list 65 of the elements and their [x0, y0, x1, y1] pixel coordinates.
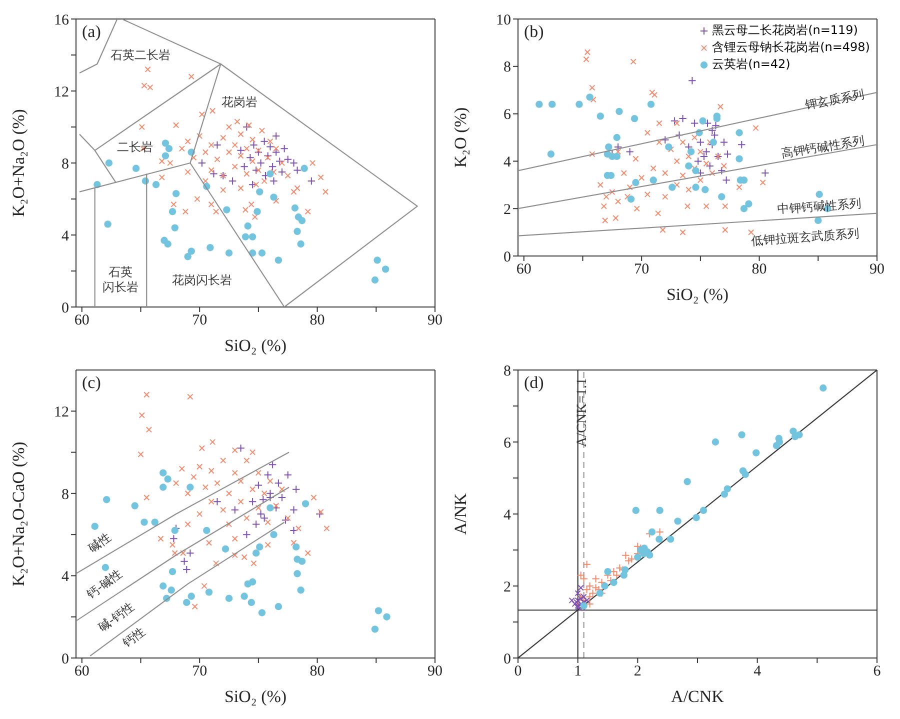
x-tick-label: 70	[634, 262, 650, 278]
x-tick-label: 2	[634, 664, 642, 680]
y-tick-label: 4	[62, 569, 70, 586]
y-tick-label: 16	[54, 12, 70, 28]
x-tick-label: 60	[74, 664, 90, 680]
annotation: 低钾拉斑玄武质系列	[750, 226, 860, 248]
annotation: 碱性	[86, 530, 114, 556]
x-tick-label: 6	[873, 664, 882, 680]
y-tick-label: 10	[496, 12, 511, 28]
y-tick-label: 8	[62, 486, 69, 503]
y-tick-label: 0	[62, 651, 69, 668]
annotation: 石英二长岩	[110, 48, 171, 62]
y-tick-label: 8	[504, 60, 511, 76]
annotation: 二长岩	[116, 140, 153, 154]
y-tick-label: 0	[504, 249, 511, 266]
x-tick-label: 60	[516, 262, 532, 278]
annotation: 钙-碱性	[83, 566, 125, 602]
annotation: 高钾钙碱性系列	[780, 133, 866, 160]
chart-title: (a)	[82, 22, 101, 42]
x-axis-title: SiO₂ (%)	[224, 687, 287, 706]
y-tick-label: 4	[504, 154, 512, 171]
y-tick-label: 0	[62, 300, 69, 316]
y-tick-label: 4	[504, 507, 512, 524]
annotation: 花岗闪长岩	[172, 273, 232, 287]
x-tick-label: 90	[870, 262, 884, 278]
ref-line-label: A/CNK=1.1	[574, 378, 590, 447]
y-tick-label: 0	[504, 651, 511, 668]
x-tick-label: 1	[574, 664, 582, 680]
chart-title: (b)	[524, 22, 544, 42]
y-tick-label: 6	[504, 107, 512, 124]
annotation: 花岗岩	[222, 94, 258, 109]
annotation: 钙性	[119, 624, 148, 651]
y-tick-label: 6	[504, 435, 512, 452]
legend-label: 黑云母二长花岗岩(n=119)	[712, 22, 858, 39]
chart-title: (c)	[82, 373, 101, 393]
x-tick-label: 80	[752, 262, 767, 278]
x-axis-title: SiO₂ (%)	[224, 336, 287, 355]
x-tick-label: 90	[428, 664, 442, 680]
y-tick-label: 8	[62, 156, 69, 172]
y-tick-label: 12	[54, 404, 69, 420]
y-tick-label: 12	[54, 84, 69, 100]
x-tick-label: 90	[428, 312, 442, 329]
x-tick-label: 80	[310, 664, 325, 680]
annotation: 中钾钙碱性系列	[776, 196, 862, 216]
y-axis-title: K₂O+Na₂O-CaO (%)	[9, 442, 28, 586]
y-axis-title: K₂O (%)	[451, 107, 470, 168]
x-tick-label: 70	[192, 664, 208, 680]
x-tick-label: 60	[74, 312, 90, 329]
chart-title: (d)	[524, 373, 544, 393]
legend-label: 云英岩(n=42)	[712, 56, 790, 73]
x-tick-label: 4	[754, 664, 762, 680]
y-axis-title: A/NK	[451, 492, 470, 535]
x-tick-label: 70	[192, 312, 208, 329]
y-axis-title: K₂O+Na₂O (%)	[9, 109, 28, 217]
annotation: 钾玄质系列	[802, 86, 866, 112]
x-axis-title: SiO₂ (%)	[666, 285, 729, 304]
x-tick-label: 80	[310, 312, 325, 329]
x-tick-label: 0	[514, 664, 522, 680]
y-tick-label: 2	[504, 579, 511, 596]
annotation: 石英闪长岩	[102, 264, 139, 294]
y-tick-label: 4	[62, 228, 70, 244]
x-axis-title: A/CNK	[671, 687, 725, 706]
legend-label: 含锂云母钠长花岗岩(n=498)	[712, 39, 870, 56]
y-tick-label: 8	[504, 363, 511, 380]
y-tick-label: 2	[504, 202, 511, 218]
